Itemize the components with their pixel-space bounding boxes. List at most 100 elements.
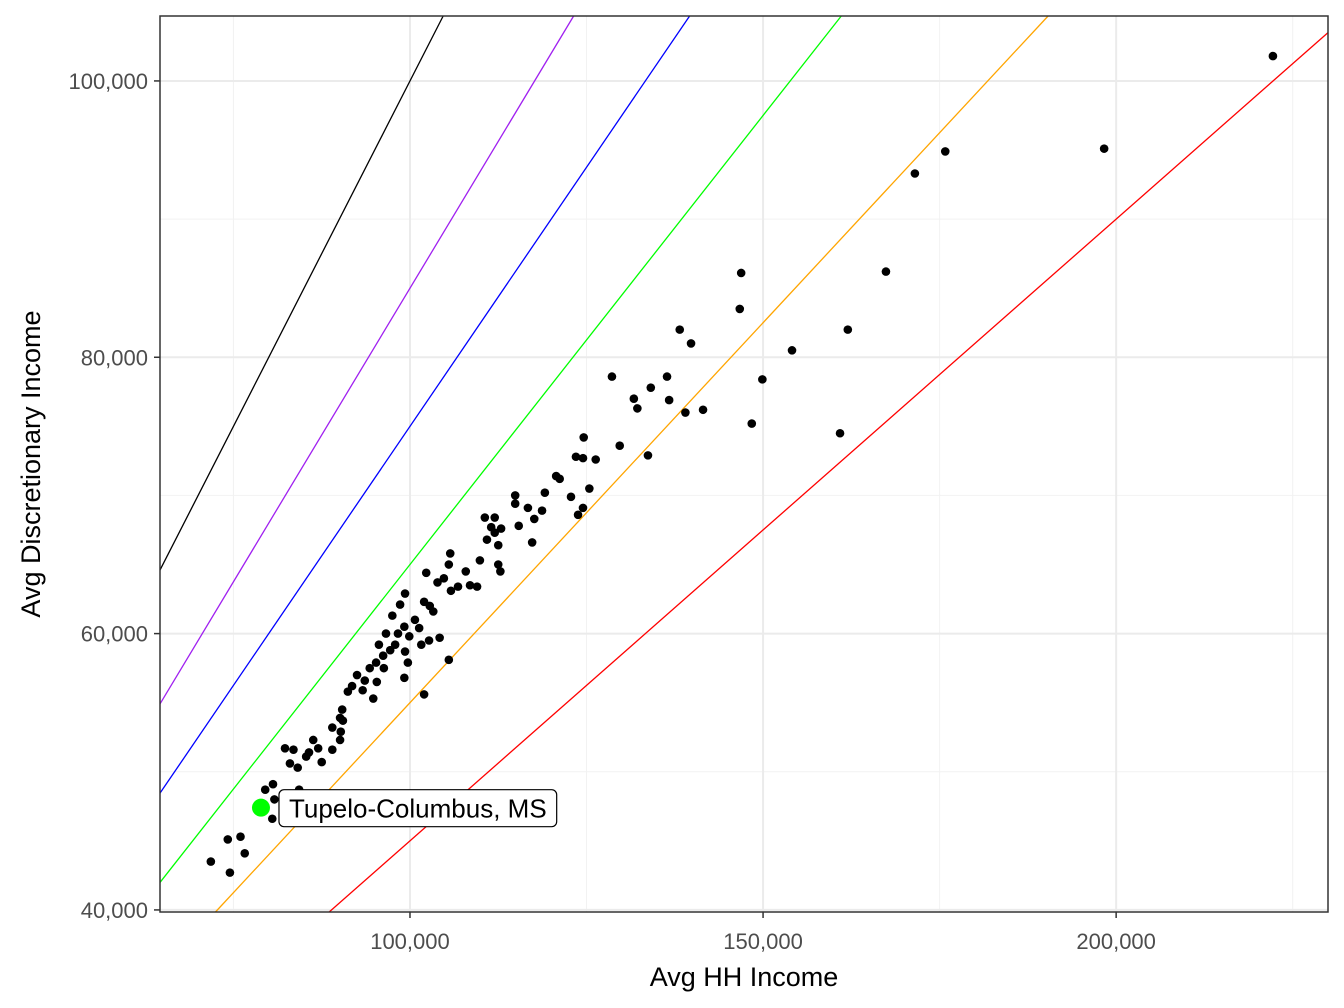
data-point bbox=[537, 506, 547, 515]
data-point bbox=[400, 589, 410, 598]
data-point bbox=[400, 622, 409, 631]
reference-line-1 bbox=[159, 15, 575, 705]
data-point bbox=[461, 567, 471, 576]
data-point bbox=[236, 832, 245, 842]
data-point bbox=[555, 474, 564, 484]
data-point bbox=[664, 395, 674, 405]
data-point bbox=[910, 169, 920, 178]
data-point bbox=[240, 848, 250, 858]
data-point bbox=[881, 267, 891, 276]
data-point bbox=[336, 727, 346, 736]
y-axis-label: Avg Discretionary Income bbox=[16, 310, 46, 617]
data-point bbox=[607, 372, 617, 381]
reference-line-5 bbox=[328, 32, 1329, 913]
data-point bbox=[493, 540, 503, 550]
x-tick-label: 200,000 bbox=[1076, 929, 1156, 954]
data-point bbox=[403, 658, 413, 667]
data-point bbox=[338, 716, 348, 725]
highlight-group: Tupelo-Columbus, MS bbox=[251, 789, 558, 828]
data-point bbox=[410, 615, 420, 625]
data-point bbox=[445, 549, 455, 558]
data-point bbox=[280, 743, 290, 753]
data-point bbox=[643, 451, 653, 460]
data-point bbox=[308, 735, 318, 745]
data-point bbox=[343, 687, 353, 696]
data-point bbox=[523, 503, 533, 513]
data-point bbox=[527, 538, 537, 547]
data-point bbox=[529, 514, 539, 524]
data-point bbox=[371, 658, 381, 667]
data-point bbox=[395, 600, 405, 609]
data-point bbox=[444, 560, 454, 569]
data-point bbox=[416, 640, 426, 649]
data-point bbox=[1099, 144, 1109, 153]
data-point bbox=[787, 346, 797, 355]
data-points bbox=[206, 51, 1278, 877]
highlight-label: Tupelo-Columbus, MS bbox=[289, 794, 547, 824]
reference-line-2 bbox=[159, 15, 691, 794]
y-tick-label: 60,000 bbox=[81, 622, 148, 647]
data-point bbox=[388, 611, 397, 620]
data-point bbox=[940, 147, 950, 156]
data-point bbox=[206, 857, 216, 866]
data-point bbox=[439, 574, 449, 583]
plot-border bbox=[159, 15, 1329, 913]
y-tick-label: 80,000 bbox=[81, 345, 148, 370]
y-tick-label: 100,000 bbox=[68, 69, 148, 94]
data-point bbox=[328, 745, 337, 754]
data-point bbox=[270, 795, 279, 804]
data-point bbox=[381, 629, 391, 638]
reference-line-0 bbox=[159, 15, 444, 571]
data-point bbox=[579, 433, 589, 442]
data-point bbox=[493, 560, 503, 569]
data-point bbox=[675, 325, 685, 334]
data-point bbox=[301, 752, 311, 761]
x-tick-label: 150,000 bbox=[723, 929, 803, 954]
data-point bbox=[368, 694, 378, 703]
data-point bbox=[372, 677, 382, 687]
data-point bbox=[223, 835, 233, 844]
data-point bbox=[835, 428, 845, 438]
data-point bbox=[496, 567, 505, 576]
data-point bbox=[747, 419, 757, 428]
highlight-label-box bbox=[278, 789, 558, 828]
y-axis: 40,000 60,000 80,000 100,000 bbox=[68, 69, 160, 923]
data-point bbox=[496, 524, 506, 533]
data-point bbox=[475, 556, 485, 565]
data-point bbox=[735, 304, 745, 314]
data-point bbox=[268, 779, 278, 789]
data-point bbox=[313, 743, 323, 753]
data-point bbox=[352, 670, 362, 680]
data-point bbox=[591, 455, 601, 464]
data-point bbox=[446, 586, 456, 596]
data-point bbox=[540, 488, 550, 497]
data-point bbox=[472, 582, 482, 591]
data-point bbox=[435, 633, 444, 643]
data-point bbox=[686, 339, 696, 348]
reference-line-4 bbox=[214, 15, 1049, 913]
data-point bbox=[646, 383, 656, 392]
data-point bbox=[393, 629, 403, 638]
data-point bbox=[424, 636, 434, 645]
highlight-point bbox=[251, 798, 270, 817]
data-point bbox=[571, 452, 581, 462]
y-tick-label: 40,000 bbox=[81, 898, 148, 923]
data-point bbox=[419, 690, 429, 699]
data-point bbox=[681, 408, 690, 417]
data-point bbox=[328, 723, 337, 732]
data-point bbox=[514, 521, 524, 531]
data-point bbox=[585, 484, 594, 493]
data-point bbox=[421, 568, 431, 578]
data-point bbox=[400, 673, 409, 683]
data-point bbox=[289, 745, 298, 754]
data-point bbox=[510, 499, 520, 509]
data-point bbox=[374, 640, 384, 649]
data-point bbox=[736, 268, 746, 278]
data-point bbox=[385, 645, 395, 655]
x-axis-label: Avg HH Income bbox=[650, 962, 839, 992]
data-point bbox=[758, 375, 767, 384]
data-point bbox=[480, 513, 490, 522]
data-point bbox=[843, 325, 853, 334]
data-point bbox=[358, 685, 367, 695]
